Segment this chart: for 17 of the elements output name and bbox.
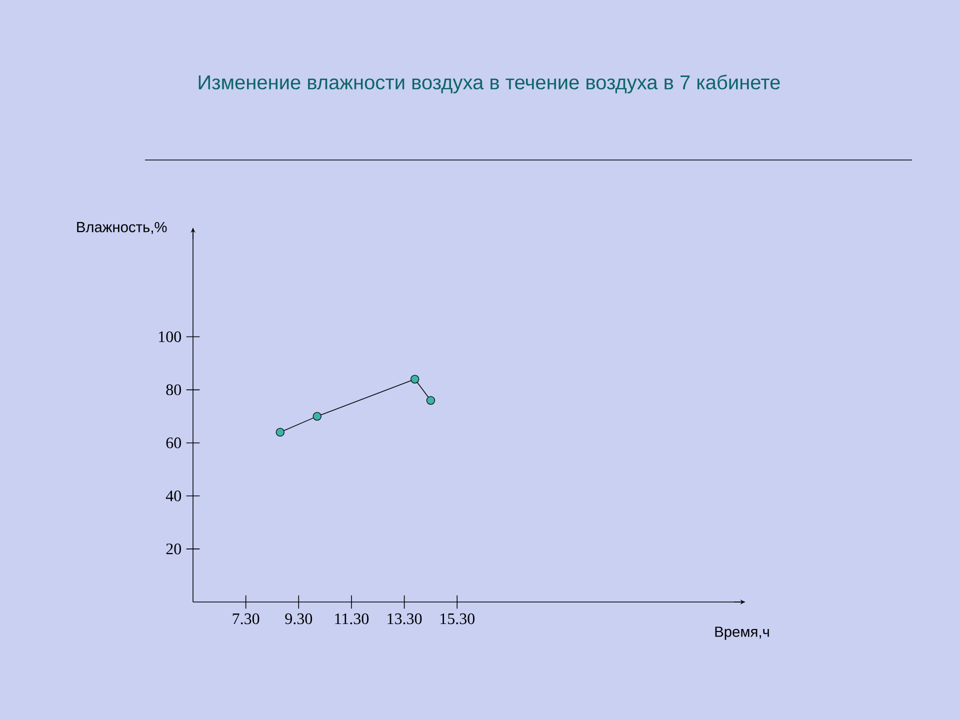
y-tick-label: 20 (166, 544, 182, 554)
chart-title: Изменение влажности воздуха в течение воздуха в 7 кабинете (198, 74, 780, 94)
y-tick-label: 80 (166, 384, 182, 396)
point (312, 412, 322, 421)
x-tick-label: 13.30 (388, 613, 422, 624)
y-tick-label: 60 (166, 437, 182, 448)
point (426, 396, 436, 405)
x-tick-label: 15.30 (440, 613, 474, 624)
y-axis-title: Влажность,% (77, 222, 167, 234)
y-tick-label: 40 (166, 490, 182, 502)
x-tick-label: 11.30 (335, 613, 369, 624)
y-tick-label: 100 (159, 331, 182, 342)
x-tick-label: 7.30 (232, 613, 260, 624)
x-tick-label: 9.30 (285, 613, 312, 624)
point (276, 428, 284, 437)
x-axis-title: Время,ч (715, 626, 769, 640)
point (410, 374, 420, 384)
